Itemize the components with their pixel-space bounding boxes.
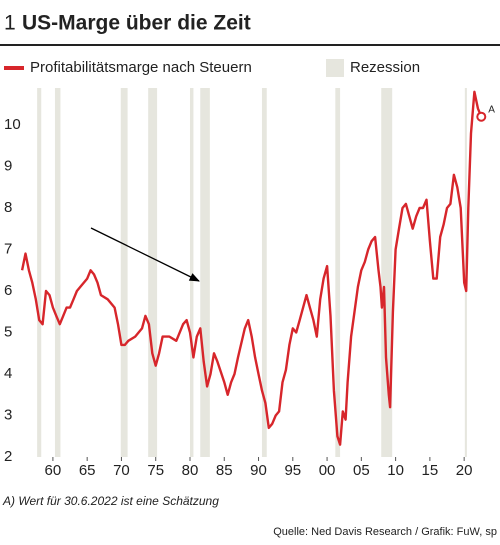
x-tick-label: 20: [456, 462, 473, 479]
y-tick-label: 2: [4, 448, 12, 465]
chart-number: 1: [4, 12, 16, 35]
x-tick-label: 60: [45, 462, 62, 479]
recession-band: [200, 88, 210, 457]
arrow: [90, 227, 200, 282]
y-tick-label: 4: [4, 365, 12, 382]
footnote: A) Wert für 30.6.2022 ist eine Schätzung: [2, 494, 219, 508]
x-tick-label: 95: [284, 462, 301, 479]
recession-band: [54, 88, 61, 457]
recession-band: [189, 88, 194, 457]
x-tick-label: 80: [182, 462, 199, 479]
legend-label: Profitabilitätsmarge nach Steuern: [30, 59, 252, 76]
x-tick-label: 65: [79, 462, 96, 479]
recession-band: [120, 88, 128, 457]
legend-label: Rezession: [350, 59, 420, 76]
x-tick-label: 75: [147, 462, 164, 479]
recession-band: [381, 88, 393, 457]
x-tick-label: 05: [353, 462, 370, 479]
x-tick-label: 70: [113, 462, 130, 479]
x-tick-label: 85: [216, 462, 233, 479]
y-tick-label: 3: [4, 406, 12, 423]
y-tick-label: 5: [4, 323, 12, 340]
recession-band: [148, 88, 158, 457]
recession-band: [335, 88, 341, 457]
y-tick-label: 10: [4, 116, 21, 133]
y-tick-label: 7: [4, 240, 12, 257]
recession-band: [261, 88, 267, 457]
legend-swatch: [326, 59, 344, 77]
x-tick-label: 00: [319, 462, 336, 479]
estimate-marker: [476, 111, 487, 122]
chart-title: US-Marge über die Zeit: [22, 12, 251, 35]
x-tick-label: 15: [422, 462, 439, 479]
y-tick-label: 8: [4, 199, 12, 216]
marker-label: A: [488, 104, 495, 115]
x-tick-label: 90: [250, 462, 267, 479]
series-line: [20, 90, 483, 446]
x-tick-label: 10: [387, 462, 404, 479]
recession-band: [37, 88, 42, 457]
y-tick-label: 9: [4, 157, 12, 174]
y-tick-label: 6: [4, 282, 12, 299]
plot: Profitabilitätsmarge nach Steuern Rezessi…: [4, 59, 495, 479]
source: Quelle: Ned Davis Research / Grafik: FuW…: [273, 526, 497, 538]
